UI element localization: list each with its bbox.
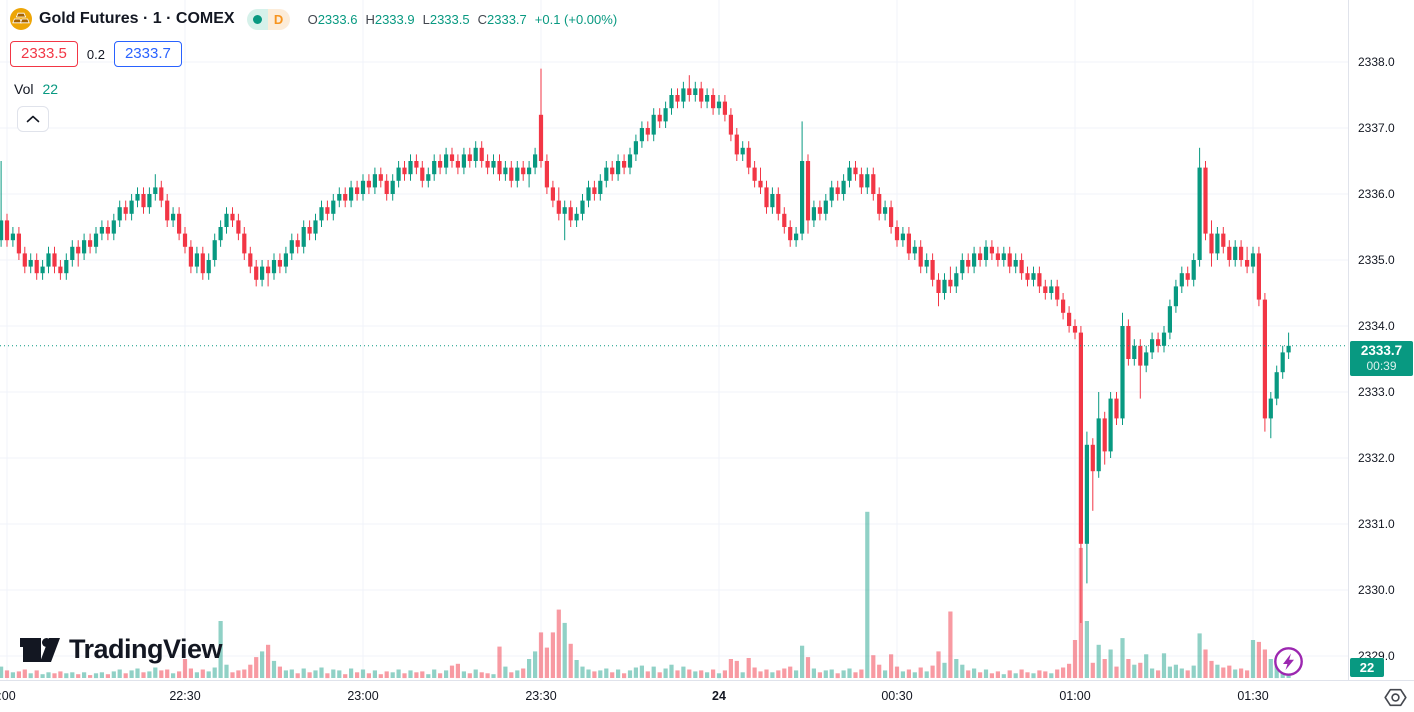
- ohlc-readout: O2333.6 H2333.9 L2333.5 C2333.7 +0.1 (+0…: [308, 12, 618, 27]
- candlestick-chart[interactable]: [0, 0, 1348, 680]
- low-value: 2333.5: [429, 11, 470, 27]
- time-tick-label: 24: [712, 689, 726, 703]
- price-tick-label: 2335.0: [1358, 253, 1395, 267]
- delayed-data-badge: D: [267, 8, 290, 30]
- buy-ask-button[interactable]: 2333.7: [113, 41, 182, 67]
- market-status-badge[interactable]: D: [246, 8, 290, 30]
- volume-indicator-label: Vol: [14, 81, 34, 97]
- volume-indicator-value: 22: [42, 81, 59, 97]
- time-tick-label: 23:30: [525, 689, 557, 703]
- symbol-title[interactable]: Gold Futures · 1 · COMEX: [39, 10, 235, 27]
- gold-futures-symbol-icon: [10, 8, 32, 30]
- price-tick-label: 2334.0: [1358, 319, 1395, 333]
- market-open-dot-icon: [246, 8, 268, 30]
- chevron-up-icon: [26, 115, 40, 123]
- sell-bid-button[interactable]: 2333.5: [10, 41, 78, 67]
- collapse-legend-button[interactable]: [17, 106, 49, 132]
- price-tick-label: 2332.0: [1358, 451, 1395, 465]
- time-scale[interactable]: :00 22:30 23:00 23:30 24 00:30 01:00 01:30: [0, 680, 1414, 712]
- last-price-value: 2333.7: [1360, 343, 1403, 358]
- time-tick-label: 01:30: [1237, 689, 1269, 703]
- open-label: O: [307, 11, 318, 27]
- close-value: 2333.7: [487, 11, 527, 27]
- bid-ask-row: 2333.5 0.2 2333.7: [10, 41, 182, 67]
- price-scale[interactable]: 2333.7 00:39 22 2338.0 2337.0 2336.0 2335.0…: [1348, 0, 1414, 680]
- volume-axis-label: 22: [1350, 658, 1384, 677]
- close-label: C: [477, 11, 487, 27]
- bar-countdown: 00:39: [1366, 359, 1397, 373]
- spread-value: 0.2: [86, 46, 105, 62]
- change-value: +0.1 (+0.00%): [534, 11, 618, 27]
- price-tick-label: 2338.0: [1358, 55, 1395, 69]
- last-price-label: 2333.7 00:39: [1350, 341, 1413, 376]
- tradingview-logo[interactable]: TradingView: [20, 634, 223, 665]
- open-value: 2333.6: [317, 11, 358, 27]
- volume-indicator-row[interactable]: Vol 22: [14, 81, 58, 97]
- time-tick-label: 22:30: [169, 689, 201, 703]
- settings-gear-icon[interactable]: [1384, 687, 1408, 709]
- tradingview-wordmark: TradingView: [69, 634, 223, 664]
- price-tick-label: 2336.0: [1358, 187, 1395, 201]
- price-tick-label: 2333.0: [1358, 385, 1395, 399]
- price-tick-label: 2337.0: [1358, 121, 1395, 135]
- instant-order-lightning-icon[interactable]: [1272, 645, 1305, 678]
- time-tick-label: :00: [0, 689, 16, 703]
- time-tick-label: 01:00: [1059, 689, 1091, 703]
- symbol-legend: Gold Futures · 1 · COMEX D O2333.6 H2333…: [10, 8, 617, 30]
- tradingview-mark-icon: [20, 637, 60, 662]
- price-tick-label: 2331.0: [1358, 517, 1395, 531]
- time-tick-label: 00:30: [881, 689, 913, 703]
- price-tick-label: 2330.0: [1358, 583, 1395, 597]
- low-label: L: [422, 11, 430, 27]
- time-tick-label: 23:00: [347, 689, 379, 703]
- high-value: 2333.9: [374, 11, 415, 27]
- high-label: H: [365, 11, 375, 27]
